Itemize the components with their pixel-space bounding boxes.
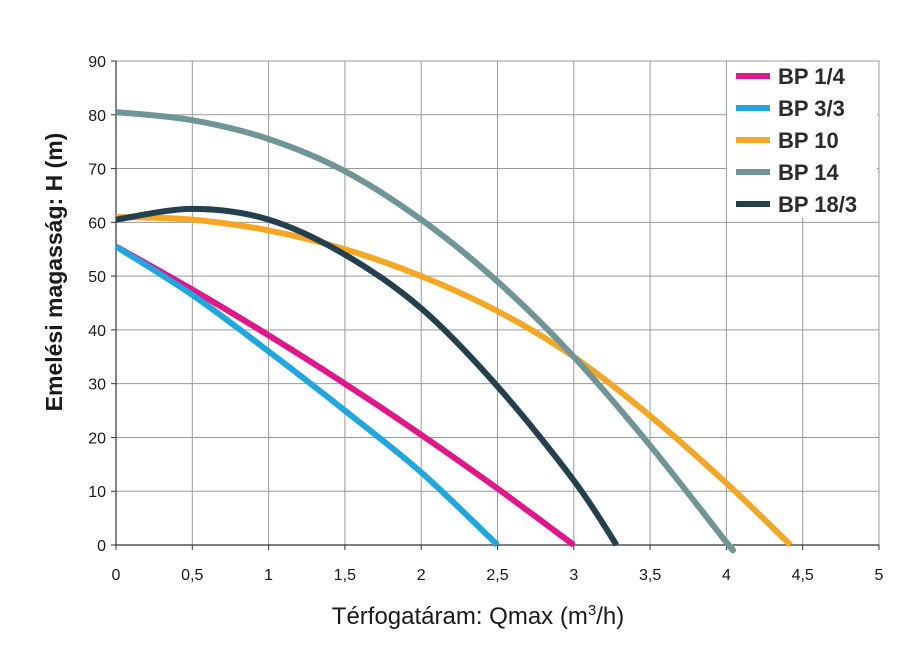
y-tick-label: 70: [88, 162, 106, 179]
x-tick-label: 5: [875, 567, 884, 584]
series-line-bp-18-3: [115, 205, 620, 547]
y-tick-label: 40: [88, 323, 106, 340]
y-tick-label: 10: [88, 484, 106, 501]
series-lines: [114, 109, 793, 554]
legend-label-bp-3-3: BP 3/3: [778, 96, 845, 121]
x-tick-label: 4,5: [792, 567, 814, 584]
x-axis-title: Térfogatáram: Qmax (m3/h): [332, 602, 624, 630]
y-axis-title: Emelési magasság: H (m): [41, 133, 67, 412]
x-tick-labels: 0 0,5 1 1,5 2 2,5 3 3,5 4 4,5 5: [112, 567, 884, 584]
legend-label-bp-10: BP 10: [778, 128, 839, 153]
legend-label-bp-1-4: BP 1/4: [778, 64, 846, 89]
series-line-bp-14: [115, 109, 737, 554]
x-tick-label: 3,5: [639, 567, 661, 584]
legend-label-bp-18-3: BP 18/3: [778, 192, 857, 217]
y-tick-label: 90: [88, 54, 106, 71]
x-tick-label: 2,5: [486, 567, 508, 584]
series-line-bp-1-4: [114, 243, 576, 548]
y-tick-label: 80: [88, 108, 106, 125]
x-axis-title-suffix: /h): [596, 603, 624, 630]
x-tick-label: 0: [112, 567, 121, 584]
legend: BP 1/4 BP 3/3 BP 10 BP 14 BP 18/3: [727, 62, 877, 218]
series-line-bp-10: [115, 214, 793, 548]
x-tick-label: 1: [264, 567, 273, 584]
legend-label-bp-14: BP 14: [778, 160, 840, 185]
x-axis-title-sup: 3: [588, 602, 596, 619]
y-tick-labels: 0 10 20 30 40 50 60 70 80 90: [88, 54, 106, 555]
y-tick-label: 0: [97, 538, 106, 555]
y-tick-label: 50: [88, 269, 106, 286]
y-tick-label: 30: [88, 377, 106, 394]
x-tick-label: 1,5: [334, 567, 356, 584]
x-axis-title-main: Térfogatáram: Qmax (m: [332, 603, 588, 630]
x-tick-label: 0,5: [181, 567, 203, 584]
x-tick-label: 2: [417, 567, 426, 584]
series-line-bp-3-3: [114, 243, 500, 548]
x-tick-label: 4: [722, 567, 731, 584]
x-tick-label: 3: [569, 567, 578, 584]
y-tick-label: 20: [88, 430, 106, 447]
y-tick-label: 60: [88, 215, 106, 232]
